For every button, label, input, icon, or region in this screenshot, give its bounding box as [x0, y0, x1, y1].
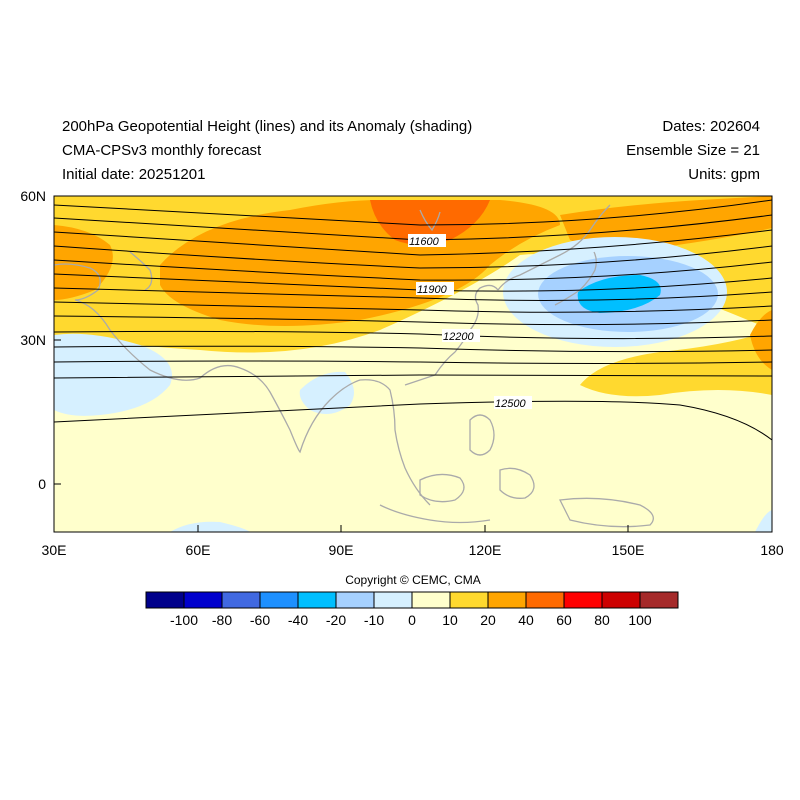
shading-40-60 — [370, 200, 490, 245]
contour-label-bg — [408, 234, 446, 247]
model-name: CMA-CPSv3 monthly forecast — [62, 142, 262, 159]
colorbar-label: 80 — [594, 612, 610, 628]
anomaly-shading — [54, 196, 772, 532]
contour-label-12500: 12500 — [495, 398, 526, 410]
colorbar-label: -20 — [326, 612, 346, 628]
colorbar-swatch — [297, 591, 337, 609]
forecast-dates: Dates: 202604 — [662, 118, 760, 135]
ensemble-size: Ensemble Size = 21 — [626, 142, 760, 159]
colorbar-swatch — [525, 591, 565, 609]
lon-label-120e: 120E — [469, 542, 502, 558]
colorbar-label: -40 — [288, 612, 308, 628]
coastline-northeast-asia — [497, 204, 611, 291]
coastline-lake — [419, 209, 441, 232]
coastline-luzon — [469, 414, 495, 456]
colorbar-swatch — [601, 591, 641, 609]
colorbar-label: -10 — [364, 612, 384, 628]
contour-label-12200: 12200 — [443, 331, 474, 343]
lon-label-30e: 30E — [42, 542, 67, 558]
contour-line — [54, 345, 772, 353]
colorbar-swatch — [221, 591, 261, 609]
contour-label-bg — [416, 282, 454, 295]
contour-line — [54, 199, 772, 226]
initial-date: Initial date: 20251201 — [62, 166, 206, 183]
shading-20-40-east — [750, 310, 772, 370]
lon-label-60e: 60E — [186, 542, 211, 558]
colorbar-label: -80 — [212, 612, 232, 628]
colorbar-label: 10 — [442, 612, 458, 628]
colorbar: -100 -80 -60 -40 -20 -10 0 10 20 40 60 80 100 — [145, 591, 679, 628]
coastline-sulawesi — [499, 467, 535, 499]
contour-line — [54, 259, 772, 281]
contour-label-11600: 11600 — [409, 236, 440, 248]
lon-label-180: 180 — [760, 542, 784, 558]
colorbar-label: 20 — [480, 612, 496, 628]
colorbar-swatch — [563, 591, 603, 609]
coastline-new-guinea — [559, 497, 654, 528]
contour-label-bg — [442, 329, 480, 342]
map-frame — [53, 195, 773, 533]
contour-line — [54, 315, 772, 326]
colorbar-swatch — [449, 591, 489, 609]
colorbar-swatch — [639, 591, 679, 609]
colorbar-label: 100 — [628, 612, 652, 628]
shading-neg-indian-ocean — [170, 521, 250, 532]
axis-ticks — [53, 195, 773, 532]
contour-label-11900: 11900 — [417, 284, 448, 296]
colorbar-swatch — [259, 591, 299, 609]
colorbar-label: -60 — [250, 612, 270, 628]
colorbar-swatch — [373, 591, 413, 609]
colorbar-label: 0 — [408, 612, 416, 628]
lon-label-150e: 150E — [612, 542, 645, 558]
coastline-borneo — [419, 473, 465, 503]
contour-label-group: 11600 11900 12200 12500 — [408, 234, 532, 410]
lat-label-0: 0 — [38, 476, 46, 492]
shading-neg-arabia — [54, 333, 172, 416]
contour-line — [54, 287, 772, 301]
coastlines — [54, 204, 654, 528]
colorbar-label: 40 — [518, 612, 534, 628]
lon-label-90e: 90E — [329, 542, 354, 558]
units-label: Units: gpm — [688, 166, 760, 183]
shading-neg-bay-of-bengal — [299, 371, 354, 414]
colorbar-label: -100 — [170, 612, 198, 628]
contour-line — [54, 301, 772, 313]
copyright-text: Copyright © CEMC, CMA — [345, 573, 481, 587]
contour-line — [54, 360, 772, 364]
shading-neg-20-40-japan — [577, 275, 661, 313]
contour-line — [54, 374, 772, 379]
coastline-java — [379, 504, 491, 524]
colorbar-swatch — [145, 591, 185, 609]
lat-label-60n: 60N — [20, 188, 46, 204]
shading-20-40-west — [54, 225, 113, 300]
colorbar-swatch — [335, 591, 375, 609]
contour-line — [54, 245, 772, 269]
colorbar-swatch — [183, 591, 223, 609]
contour-label-bg — [494, 396, 532, 409]
contour-line — [54, 229, 772, 256]
colorbar-swatch — [487, 591, 527, 609]
coastline-caspian — [129, 251, 153, 291]
colorbar-label: 60 — [556, 612, 572, 628]
coastline-japan — [554, 251, 597, 306]
chart-title: 200hPa Geopotential Height (lines) and i… — [62, 118, 473, 135]
lat-label-30n: 30N — [20, 332, 46, 348]
contour-line — [54, 330, 772, 340]
colorbar-swatch — [411, 591, 451, 609]
coastline-south-asia — [54, 263, 431, 506]
shading-neg-pacific — [755, 510, 772, 532]
